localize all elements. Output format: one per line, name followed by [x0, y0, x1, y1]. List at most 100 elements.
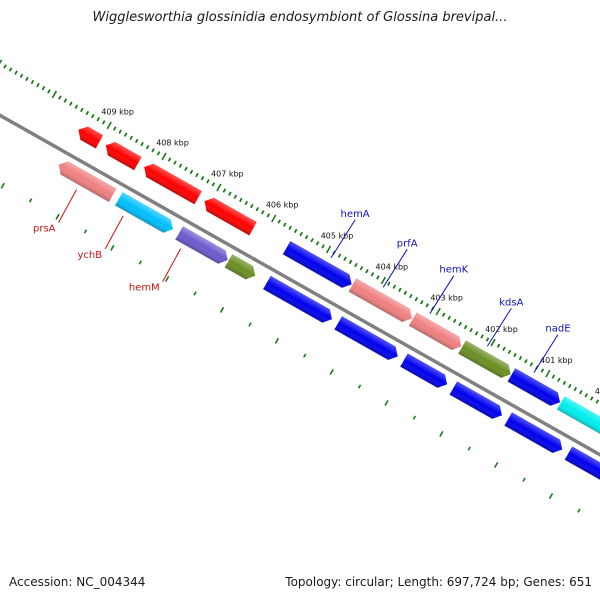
- minor-tick: [85, 110, 90, 116]
- gene-arrow[interactable]: [101, 138, 143, 172]
- minor-tick: [184, 166, 188, 172]
- gene-feature[interactable]: [200, 194, 258, 237]
- minor-tick: [540, 368, 545, 373]
- major-tick: [106, 121, 112, 130]
- minor-tick: [41, 86, 46, 91]
- minor-tick: [255, 207, 260, 212]
- gene-feature[interactable]: [407, 311, 465, 354]
- minor-tick: [359, 265, 364, 271]
- feature-track: [57, 123, 600, 506]
- gene-arrow[interactable]: [399, 352, 452, 392]
- gene-label-ychB[interactable]: ychB: [78, 250, 103, 261]
- minor-tick: [557, 377, 561, 382]
- gene-label-prsA[interactable]: prsA: [33, 224, 56, 235]
- minor-tick: [118, 129, 122, 134]
- inner-tick: [522, 477, 526, 482]
- minor-tick: [145, 144, 150, 150]
- kbp-label: 407 kbp: [211, 170, 244, 179]
- minor-tick: [376, 275, 380, 280]
- minor-tick: [80, 107, 84, 113]
- label-leader-line: [486, 307, 512, 347]
- minor-tick: [63, 98, 68, 103]
- kbp-label: 403 kbp: [430, 294, 463, 303]
- gene-label-kdsA[interactable]: kdsA: [499, 297, 523, 308]
- minor-tick: [293, 228, 298, 234]
- minor-tick: [409, 293, 413, 299]
- minor-tick: [321, 244, 325, 249]
- gene-feature[interactable]: [457, 339, 515, 382]
- minor-tick: [480, 334, 484, 339]
- minor-tick: [206, 179, 210, 184]
- minor-tick: [244, 200, 249, 206]
- minor-tick: [25, 76, 29, 82]
- minor-tick: [288, 225, 292, 230]
- major-tick: [271, 214, 277, 223]
- gene-feature[interactable]: [506, 367, 564, 410]
- kbp-label: 404 kbp: [376, 263, 409, 272]
- gene-arrow[interactable]: [74, 123, 105, 150]
- minor-tick: [310, 238, 314, 243]
- inner-tick: [412, 415, 417, 420]
- minor-tick: [496, 343, 501, 348]
- inner-tick: [165, 275, 170, 282]
- gene-label-nadE[interactable]: nadE: [545, 324, 570, 335]
- minor-tick: [178, 163, 183, 168]
- minor-tick: [299, 231, 303, 237]
- minor-tick: [156, 151, 161, 156]
- minor-tick: [36, 82, 40, 88]
- gene-label-hemA[interactable]: hemA: [341, 209, 370, 220]
- minor-tick: [398, 287, 402, 293]
- minor-tick: [233, 194, 238, 199]
- gene-feature[interactable]: [281, 239, 356, 291]
- minor-tick: [250, 203, 254, 209]
- gene-arrow[interactable]: [281, 239, 356, 291]
- minor-tick: [518, 355, 523, 361]
- gene-arrow[interactable]: [457, 339, 515, 382]
- gene-arrow[interactable]: [506, 367, 564, 410]
- inner-tick: [55, 213, 60, 220]
- gene-arrow[interactable]: [200, 194, 258, 237]
- label-leader-line: [162, 248, 182, 282]
- minor-tick: [134, 138, 139, 144]
- gene-arrow[interactable]: [563, 445, 600, 506]
- gene-labels: hemA prfA hemK kdsA nadE prsA ychB hemM: [33, 189, 571, 373]
- gene-label-hemK[interactable]: hemK: [439, 265, 468, 276]
- minor-tick: [513, 352, 517, 358]
- minor-tick: [584, 393, 589, 398]
- gene-feature[interactable]: [74, 123, 105, 150]
- inner-tick: [193, 291, 197, 296]
- minor-tick: [441, 312, 446, 317]
- label-leader-line: [429, 275, 455, 314]
- gene-label-hemM[interactable]: hemM: [129, 283, 160, 294]
- gene-arrow[interactable]: [407, 311, 465, 354]
- minor-tick: [282, 222, 287, 227]
- minor-tick: [529, 362, 534, 367]
- gene-feature[interactable]: [399, 352, 452, 392]
- label-leader-line: [330, 219, 356, 259]
- inner-tick: [467, 446, 471, 451]
- minor-tick: [173, 160, 177, 165]
- kbp-labels: 409 kbp 408 kbp 407 kbp 406 kbp 405 kbp 404 k…: [101, 108, 600, 396]
- minor-tick: [228, 191, 232, 196]
- gene-label-prfA[interactable]: prfA: [397, 238, 418, 249]
- inner-tick: [28, 198, 33, 203]
- kbp-label: 409 kbp: [101, 108, 134, 117]
- inner-tick: [303, 353, 307, 358]
- minor-tick: [469, 327, 473, 333]
- minor-tick: [3, 64, 7, 69]
- inner-tick: [0, 182, 5, 189]
- gene-feature[interactable]: [563, 445, 600, 506]
- minor-tick: [19, 73, 24, 78]
- minor-tick: [343, 256, 347, 262]
- label-leader-line: [533, 334, 559, 373]
- minor-tick: [485, 337, 490, 342]
- gene-feature[interactable]: [101, 138, 143, 172]
- minor-tick: [14, 70, 18, 75]
- minor-tick: [562, 380, 567, 386]
- minor-tick: [354, 262, 358, 268]
- major-tick: [545, 369, 551, 378]
- minor-tick: [387, 281, 391, 286]
- inner-tick: [494, 461, 499, 469]
- minor-tick: [403, 290, 408, 296]
